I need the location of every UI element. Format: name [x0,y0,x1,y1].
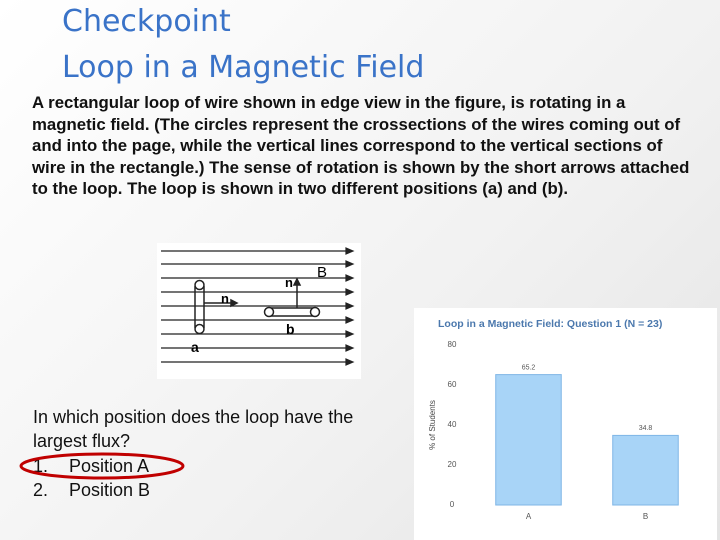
y-tick-label: 40 [448,420,457,429]
question: In which position does the loop have the… [33,407,354,451]
title: Loop in a Magnetic Field [62,50,425,85]
value-label: 34.8 [639,425,653,432]
figure: B n n a b [157,243,361,379]
loop-a [194,279,239,335]
answer-highlight [19,452,185,480]
bar [612,434,679,506]
loop-b [263,277,321,318]
y-tick-label: 60 [448,380,457,389]
field-lines [161,247,355,366]
value-label: 65.2 [522,364,536,371]
option: 2. Position B [33,480,150,501]
highlight-ellipse [19,452,185,480]
option-text: Position B [69,480,151,500]
y-tick-label: 20 [448,460,457,469]
option-number: 1. [33,456,49,476]
figure-label: B [317,264,327,281]
figure-label: n [221,291,229,306]
body-text: A rectangular loop of wire shown in edge… [32,93,690,199]
y-tick-label: 0 [450,500,455,509]
y-axis-label: % of Students [428,400,437,450]
option-number: 2. [33,480,49,500]
figure-label: a [191,339,199,355]
figure-label: b [286,321,295,337]
x-tick-label: B [643,512,648,521]
option: 1. Position A [33,456,149,477]
y-tick-label: 80 [448,340,457,349]
title: Checkpoint [62,4,231,39]
figure-bg [157,243,361,379]
chart: Loop in a Magnetic Field: Question 1 (N … [414,308,717,540]
x-tick-label: A [526,512,532,521]
chart-title: Loop in a Magnetic Field: Question 1 (N … [438,318,662,330]
option-text: Position A [69,456,150,476]
bar [495,374,562,506]
figure-label: n [285,275,293,290]
